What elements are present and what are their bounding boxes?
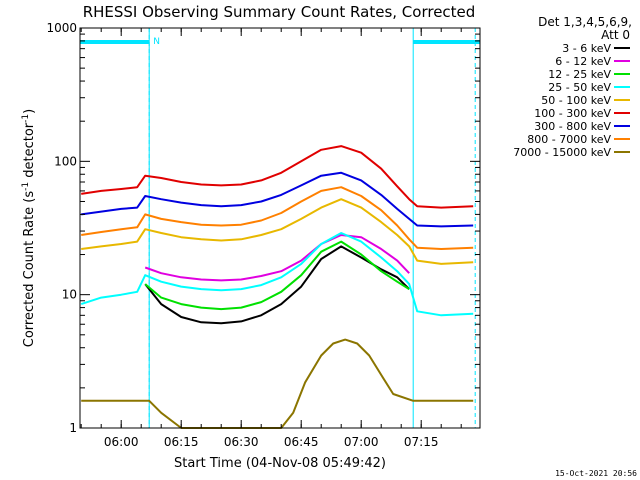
y-axis-label-main: Corrected Count Rate (s <box>22 191 37 348</box>
y-tick-label: 1000 <box>46 21 77 35</box>
series-line-8 <box>81 186 474 250</box>
x-tick-label: 07:00 <box>344 435 379 449</box>
x-tick-label: 07:15 <box>404 435 439 449</box>
y-tick-label: 100 <box>54 154 77 168</box>
y-axis-label: Corrected Count Rate (s-1 detector-1) <box>21 109 37 347</box>
legend-label-3: 12 - 25 keV <box>548 68 611 81</box>
night-intervals: N <box>79 28 481 428</box>
x-tick-label: 06:15 <box>164 435 199 449</box>
legend-label-8: 800 - 7000 keV <box>527 133 611 146</box>
night-flag-label: N <box>153 37 160 47</box>
legend-label-7: 300 - 800 keV <box>534 120 611 133</box>
x-tick-label: 06:45 <box>284 435 319 449</box>
legend-label-2: 6 - 12 keV <box>555 55 611 68</box>
legend-label-6: 100 - 300 keV <box>534 107 611 120</box>
x-tick-label: 06:00 <box>104 435 139 449</box>
x-axis-label: Start Time (04-Nov-08 05:49:42) <box>174 456 386 471</box>
series-line-3 <box>144 240 410 311</box>
x-tick-label: 06:30 <box>224 435 259 449</box>
series-line-5 <box>81 198 474 265</box>
series-line-1 <box>144 245 410 325</box>
legend-label-4: 25 - 50 keV <box>548 81 611 94</box>
y-axis: 1 10 100 1000 <box>46 21 480 435</box>
series-line-9 <box>81 338 474 429</box>
chart-title: RHESSI Observing Summary Count Rates, Co… <box>83 3 476 21</box>
series-line-6 <box>81 145 474 209</box>
legend-label-9: 7000 - 15000 keV <box>513 146 611 159</box>
y-tick-label: 10 <box>62 288 77 302</box>
y-axis-label-end: ) <box>22 109 37 114</box>
y-axis-label-sup1: -1 <box>21 182 31 191</box>
series-line-7 <box>81 171 474 228</box>
series-layer <box>80 145 474 429</box>
y-tick-label: 1 <box>69 421 77 435</box>
x-axis: 06:00 06:15 06:30 06:45 07:00 07:15 <box>80 28 462 449</box>
plot-frame <box>79 27 481 429</box>
legend-label-1: 3 - 6 keV <box>562 42 611 55</box>
series-line-2 <box>144 234 410 282</box>
legend-header-1: Det 1,3,4,5,6,9, <box>538 15 632 29</box>
y-axis-label-mid: detector <box>22 122 37 182</box>
legend-label-5: 50 - 100 keV <box>541 94 611 107</box>
y-axis-label-sup2: -1 <box>21 114 31 123</box>
footer-timestamp: 15-Oct-2021 20:56 <box>555 469 637 478</box>
series-line-4 <box>80 232 474 317</box>
legend-header-2: Att 0 <box>601 28 630 42</box>
